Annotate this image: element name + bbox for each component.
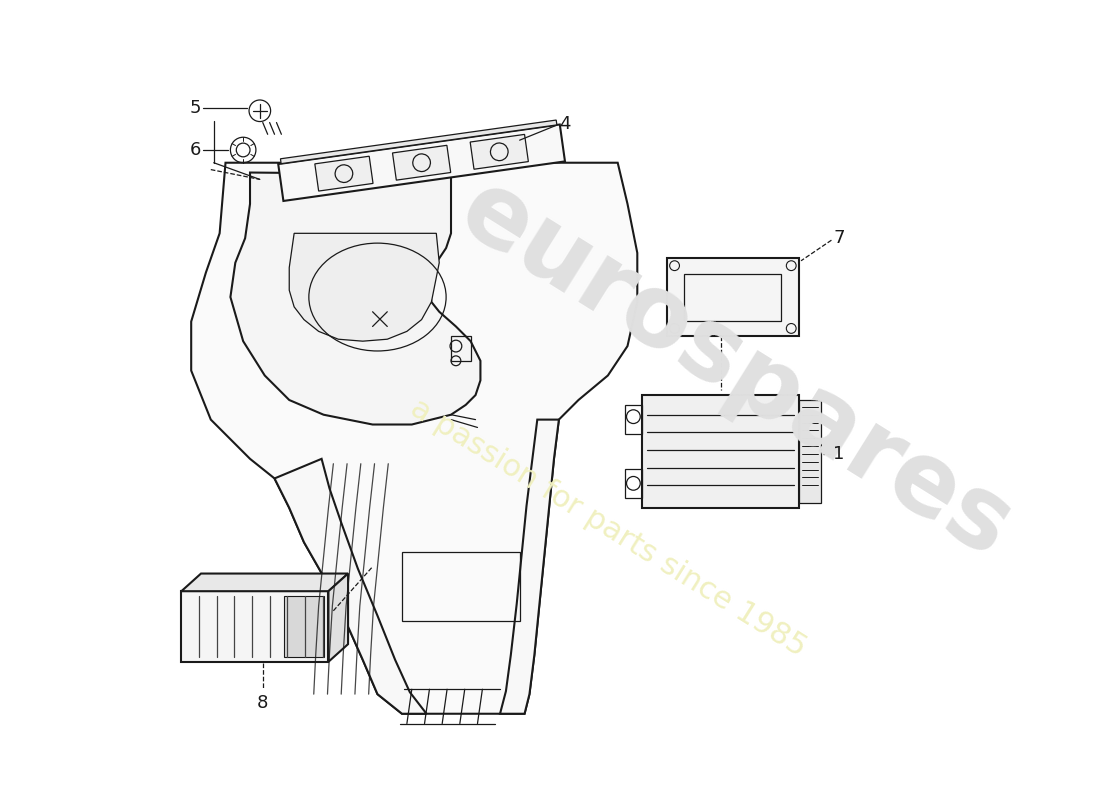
Bar xyxy=(642,395,799,508)
Polygon shape xyxy=(275,459,427,714)
Bar xyxy=(625,469,642,498)
Bar xyxy=(470,134,528,170)
Text: 6: 6 xyxy=(189,141,201,159)
Text: a passion for parts since 1985: a passion for parts since 1985 xyxy=(405,393,811,662)
Bar xyxy=(402,552,519,621)
Polygon shape xyxy=(500,420,559,714)
Polygon shape xyxy=(191,162,637,714)
Bar xyxy=(393,146,451,180)
Bar xyxy=(684,274,781,321)
Text: 5: 5 xyxy=(189,99,201,117)
Text: 8: 8 xyxy=(257,694,268,712)
Bar xyxy=(280,120,557,164)
Polygon shape xyxy=(230,173,481,425)
Bar xyxy=(182,591,329,662)
Polygon shape xyxy=(329,574,348,662)
Bar xyxy=(315,156,373,191)
Text: 1: 1 xyxy=(834,445,845,463)
Bar xyxy=(799,400,821,503)
Bar xyxy=(625,405,642,434)
Polygon shape xyxy=(289,234,439,341)
Bar xyxy=(284,596,323,657)
Text: 7: 7 xyxy=(834,230,845,247)
Text: 4: 4 xyxy=(559,114,571,133)
Polygon shape xyxy=(182,574,348,591)
Bar xyxy=(278,125,565,201)
Text: eurospares: eurospares xyxy=(441,162,1030,579)
Bar xyxy=(667,258,799,336)
